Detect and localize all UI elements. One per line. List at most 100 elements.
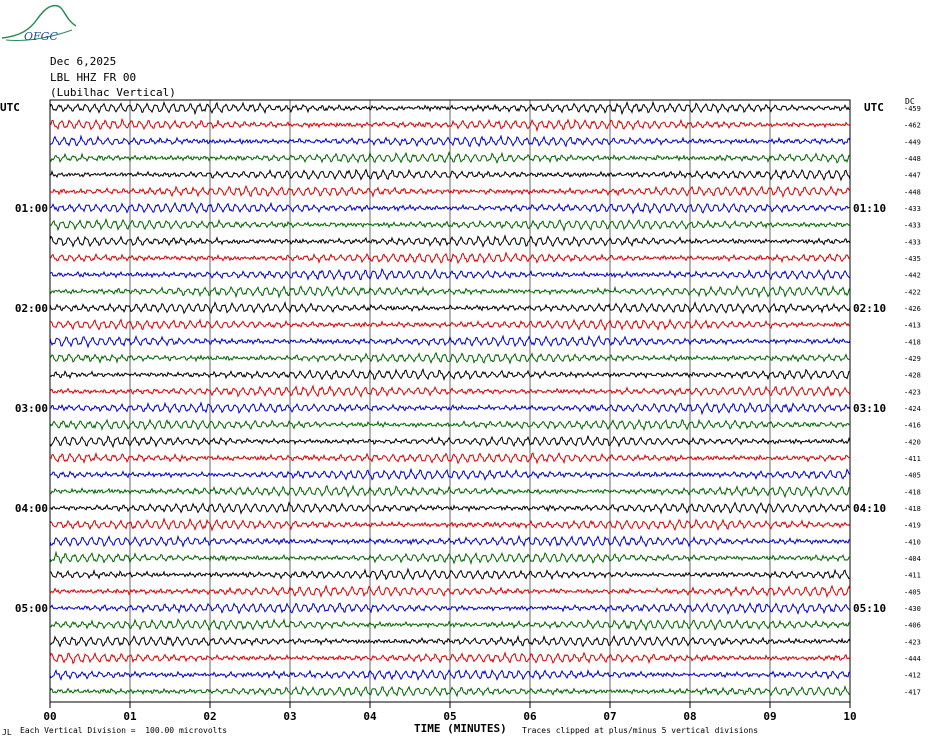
dc-offset-value: -433 [904,205,921,213]
dc-offset-value: -417 [904,688,921,696]
station-label: LBL HHZ FR 00 [50,71,137,84]
right-utc-label: UTC [864,101,884,114]
seismic-trace [49,184,851,199]
seismic-traces [49,100,851,698]
seismic-trace [50,567,851,581]
x-tick-label: 07 [603,710,616,723]
seismic-trace [49,351,851,365]
seismic-trace [49,668,851,681]
logo-text: OFGC [24,30,58,43]
dc-offset-value: -428 [904,372,921,380]
right-hour-label: 01:10 [853,202,886,215]
seismic-trace [49,134,851,148]
seismic-trace [49,168,851,182]
dc-label: DC [905,97,915,106]
dc-offset-value: -418 [904,338,921,346]
x-axis-ticks: 00 01 02 03 04 05 06 07 08 09 10 [43,702,857,723]
dc-offset-value: -413 [904,322,921,330]
seismic-trace [49,467,851,481]
right-hour-label: 03:10 [853,402,886,415]
seismic-trace [49,517,851,532]
dc-offset-value: -444 [904,655,921,663]
right-hour-label: 05:10 [853,602,886,615]
seismic-trace [49,201,851,215]
seismic-trace [49,601,851,616]
clip-note: Traces clipped at plus/minus 5 vertical … [522,726,759,735]
dc-offset-value: -423 [904,638,921,646]
seismic-trace [49,401,851,416]
dc-offset-value: -459 [904,105,921,113]
x-tick-label: 06 [523,710,537,723]
dc-offset-value: -447 [904,172,921,180]
dc-offset-value: -422 [904,288,921,296]
seismic-trace [49,550,851,566]
dc-offset-value: -411 [904,572,921,580]
x-tick-label: 09 [763,710,776,723]
dc-offset-value: -419 [904,522,921,530]
seismic-trace [49,267,851,282]
seismic-trace [49,634,851,648]
x-tick-label: 02 [203,710,216,723]
right-hour-label: 02:10 [853,302,886,315]
seismic-trace [49,651,851,665]
dc-offset-value: -406 [904,622,921,630]
seismic-trace [49,234,851,248]
seismic-trace [49,534,851,548]
seismic-trace [49,451,851,465]
seismic-trace [49,384,851,399]
dc-offset-value: -433 [904,222,921,230]
dc-offset-value: -423 [904,388,921,396]
dc-offset-value: -412 [904,672,921,680]
dc-offset-value: -410 [904,538,921,546]
dc-offset-value: -426 [904,305,921,313]
location-label: (Lubilhac Vertical) [50,86,176,99]
dc-offset-value: -420 [904,438,921,446]
dc-offset-value: -449 [904,138,921,146]
left-hour-label: 02:00 [15,302,48,315]
x-tick-label: 05 [443,710,456,723]
x-tick-label: 08 [683,710,696,723]
time-labels: 01:00 02:00 03:00 04:00 05:00 01:10 02:10 03:10… [15,202,886,615]
left-hour-label: 05:00 [15,602,48,615]
seismic-trace [49,501,851,515]
dc-offset-value: -433 [904,238,921,246]
footer-mark: JL [2,728,12,737]
x-tick-label: 00 [43,710,56,723]
left-hour-label: 03:00 [15,402,48,415]
left-hour-label: 01:00 [15,202,48,215]
seismic-trace [49,685,851,698]
dc-offset-value: -442 [904,272,921,280]
seismic-trace [49,435,851,449]
logo-swoosh-icon [5,29,73,41]
date-label: Dec 6,2025 [50,55,117,68]
seismic-trace [49,318,851,332]
seismic-trace [49,367,851,382]
seismic-trace [49,418,851,432]
dc-offset-value: -404 [904,555,921,563]
dc-offset-value: -429 [904,355,921,363]
logo-mountain-icon [1,4,77,39]
x-tick-label: 01 [123,710,137,723]
dc-offset-value: -448 [904,188,921,196]
dc-offset-value: -430 [904,605,921,613]
scale-note: Each Vertical Division = 100.00 microvol… [20,726,228,735]
seismic-trace [49,584,851,599]
x-tick-label: 03 [283,710,296,723]
dc-offset-value: -405 [904,472,921,480]
dc-offset-value: -424 [904,405,921,413]
dc-offset-value: -418 [904,488,921,496]
seismic-trace [49,284,851,299]
x-tick-label: 10 [843,710,856,723]
x-tick-label: 04 [363,710,377,723]
seismic-trace [49,117,851,133]
dc-offset-value: -416 [904,422,921,430]
dc-offset-value: -435 [904,255,921,263]
seismic-trace [49,484,851,499]
left-hour-label: 04:00 [15,502,48,515]
x-axis-title: TIME (MINUTES) [414,722,507,735]
dc-offset-labels: -459 -462 -449 -448 -447 -448 -433 -433 -433 -435… [904,105,921,696]
dc-offset-value: -448 [904,155,921,163]
ofgc-logo: OFGC [1,4,77,43]
seismic-trace [49,100,851,116]
